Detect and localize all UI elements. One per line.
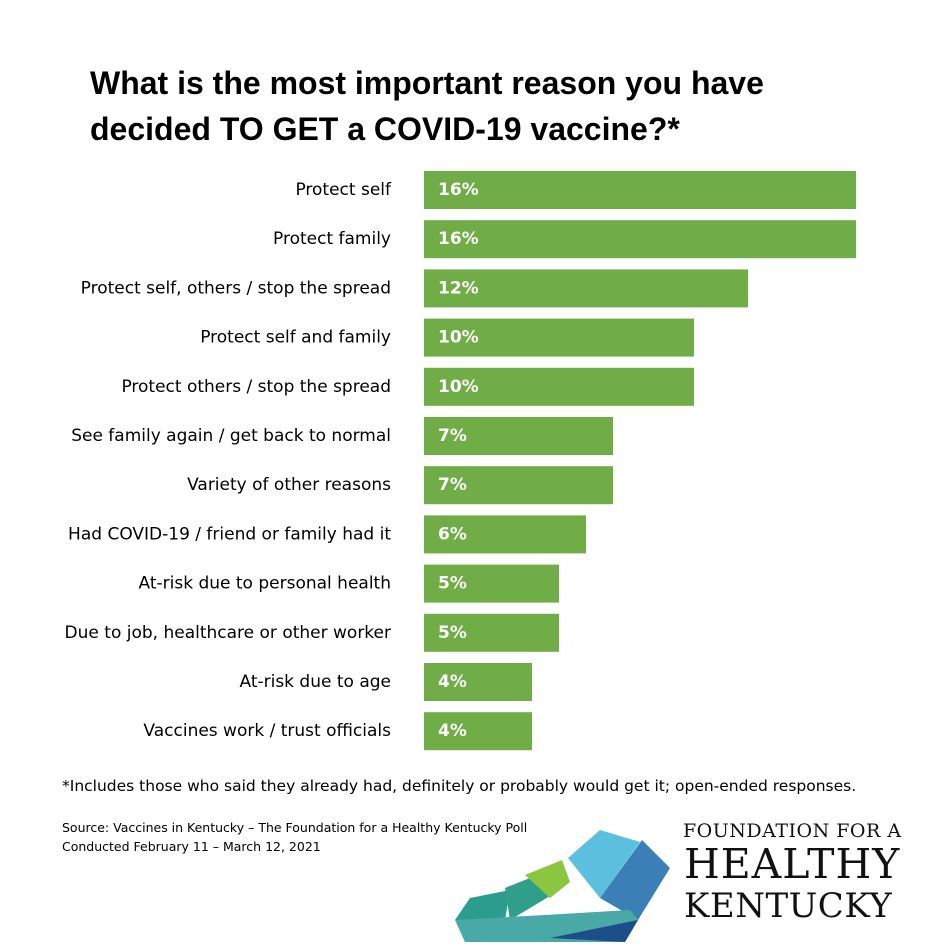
- category-label: Protect self: [295, 180, 392, 200]
- data-label: 6%: [438, 524, 467, 544]
- data-label: 10%: [438, 377, 479, 397]
- logo-segment: [600, 840, 670, 920]
- bar: [424, 269, 748, 308]
- bar: [424, 466, 613, 505]
- logo-line-kentucky: KENTUCKY: [684, 886, 893, 926]
- logo-line-foundation: FOUNDATION FOR A: [683, 820, 902, 842]
- source-note: Source: Vaccines in Kentucky – The Found…: [62, 818, 527, 856]
- data-label: 4%: [438, 721, 467, 741]
- bar: [424, 318, 694, 357]
- category-label: Protect self, others / stop the spread: [81, 278, 391, 298]
- kentucky-shape-icon: [455, 830, 670, 942]
- logo-segment: [455, 890, 510, 920]
- data-label: 4%: [438, 672, 467, 692]
- category-label: See family again / get back to normal: [71, 426, 391, 446]
- category-label: At-risk due to personal health: [139, 574, 391, 594]
- category-label: At-risk due to age: [239, 672, 391, 692]
- data-label: 10%: [438, 328, 479, 348]
- source-line: Source: Vaccines in Kentucky – The Found…: [62, 820, 528, 835]
- data-label: 16%: [438, 229, 479, 249]
- logo-segment: [550, 920, 638, 942]
- logo-line-healthy: HEALTHY: [684, 840, 901, 888]
- category-label: Had COVID-19 / friend or family had it: [68, 524, 391, 544]
- logo-segment: [568, 830, 640, 898]
- bar: [424, 417, 613, 455]
- bar: [424, 564, 559, 603]
- data-label: 7%: [438, 426, 467, 446]
- chart-title: What is the most important reason you ha…: [90, 65, 764, 147]
- category-label: Protect family: [273, 229, 391, 249]
- bar: [424, 663, 532, 701]
- logo-segment: [525, 860, 570, 898]
- bar: [424, 171, 856, 209]
- data-label: 7%: [438, 475, 467, 495]
- category-label: Protect self and family: [200, 328, 391, 348]
- footnote: *Includes those who said they already ha…: [62, 777, 857, 795]
- data-label: 16%: [438, 180, 479, 200]
- bar: [424, 367, 694, 406]
- bar: [424, 515, 586, 554]
- category-label: Protect others / stop the spread: [121, 377, 391, 397]
- category-label: Due to job, healthcare or other worker: [65, 623, 391, 643]
- data-label: 12%: [438, 278, 479, 298]
- data-label: 5%: [438, 574, 467, 594]
- conducted-line: Conducted February 11 – March 12, 2021: [62, 839, 321, 854]
- category-label: Vaccines work / trust officials: [143, 721, 391, 741]
- data-label: 5%: [438, 623, 467, 643]
- bar: [424, 220, 856, 259]
- category-label: Variety of other reasons: [187, 475, 391, 495]
- bar: [424, 712, 532, 751]
- foundation-logo: FOUNDATION FOR A HEALTHY KENTUCKY: [450, 820, 950, 945]
- bar: [424, 613, 559, 652]
